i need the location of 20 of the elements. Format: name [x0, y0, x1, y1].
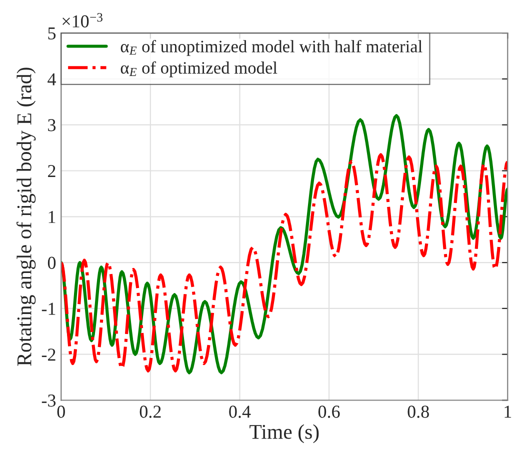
x-tick-label: 0.6 — [318, 406, 340, 418]
text: ×10$^{−3}$ — [62, 13, 102, 28]
y-tick-label: -1 — [42, 302, 56, 315]
x-tick-label: 0.2 — [140, 406, 161, 418]
y-axis-title: Rotating angle of rigid body E (rad) — [16, 68, 36, 366]
y-tick-label: -2 — [42, 348, 56, 361]
x-tick-label: 0.4 — [229, 406, 251, 418]
x-axis-title: Time (s) — [250, 424, 319, 444]
x-tick-label: 1 — [504, 406, 512, 418]
y-tick-label: 1 — [48, 210, 56, 223]
x-tick-label: 0.8 — [408, 406, 429, 418]
legend-label: α$_{E}$ of optimized model — [120, 61, 278, 78]
legend-label: α$_{E}$ of unoptimized model with half material — [120, 40, 422, 56]
y-tick-label: 5 — [48, 27, 56, 40]
y-tick-label: -3 — [42, 394, 56, 407]
x-tick-label: 0 — [57, 406, 65, 418]
y-tick-label: 4 — [48, 73, 56, 86]
y-tick-label: 3 — [48, 119, 56, 132]
y-tick-label: 0 — [48, 256, 56, 269]
y-tick-label: 2 — [48, 165, 56, 178]
